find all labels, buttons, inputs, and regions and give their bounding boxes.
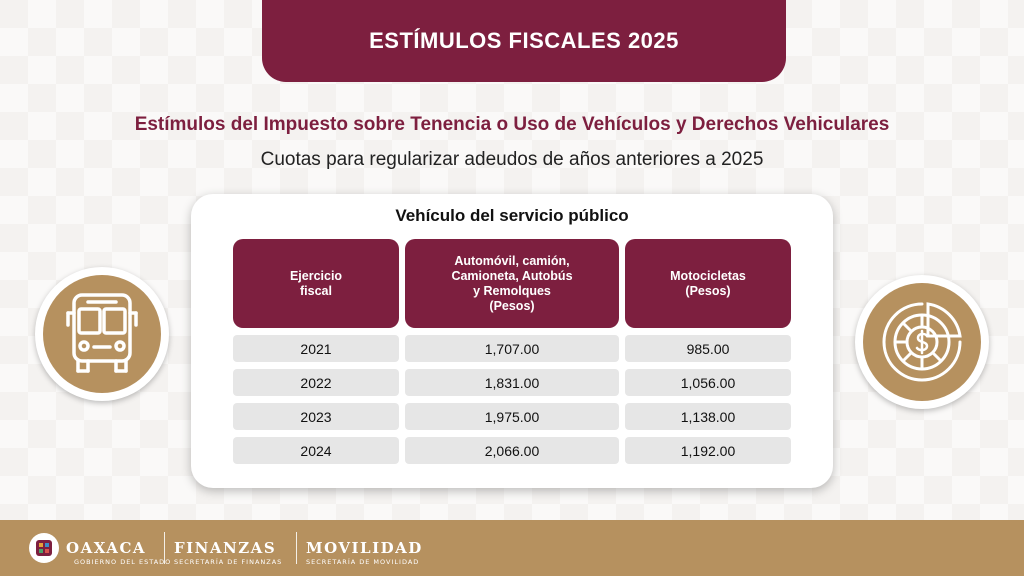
table-cell-vehicle-fee: 2,066.00 <box>405 437 619 464</box>
table-title: Vehículo del servicio público <box>395 206 629 225</box>
table-cell-motorcycle-fee: 1,192.00 <box>625 437 791 464</box>
column-header-year-line: fiscal <box>300 283 332 298</box>
table-cell-year: 2021 <box>233 335 399 362</box>
description: Cuotas para regularizar adeudos de años … <box>260 149 764 170</box>
oaxaca-logo-icon <box>29 533 59 563</box>
money-badge-inner <box>863 283 981 401</box>
table-cell-vehicle-fee: 1,707.00 <box>405 335 619 362</box>
column-header-vehicles-line: Camioneta, Autobús <box>451 268 573 283</box>
movilidad-subtitle: SECRETARÍA DE MOVILIDAD <box>306 558 420 566</box>
table-cell-vehicle-fee: 1,975.00 <box>405 403 619 430</box>
column-header-vehicles-line: Automóvil, camión, <box>454 253 570 268</box>
table-cell-vehicle-fee: 1,831.00 <box>405 369 619 396</box>
column-header-year-line: Ejercicio <box>289 268 343 283</box>
bus-badge-inner <box>43 275 161 393</box>
bus-badge <box>35 267 169 401</box>
header-banner: ESTÍMULOS FISCALES 2025 <box>262 0 786 82</box>
column-header-motorcycles: Motocicletas (Pesos) <box>625 239 791 328</box>
bus-icon <box>66 293 138 373</box>
finanzas-wordmark: FINANZAS <box>174 539 277 557</box>
column-header-vehicles-line: y Remolques <box>473 283 551 298</box>
footer-divider <box>164 532 165 564</box>
table-card: Vehículo del servicio público Ejercicio … <box>191 194 833 488</box>
table-cell-year: 2023 <box>233 403 399 430</box>
finanzas-subtitle: SECRETARÍA DE FINANZAS <box>174 558 283 566</box>
table-cell-year: 2024 <box>233 437 399 464</box>
table-cell-year: 2022 <box>233 369 399 396</box>
table-cell-motorcycle-fee: 1,138.00 <box>625 403 791 430</box>
column-header-vehicles: Automóvil, camión, Camioneta, Autobús y … <box>405 239 619 328</box>
money-chart-icon <box>882 302 962 382</box>
column-header-motorcycles-line: (Pesos) <box>685 283 731 298</box>
column-header-motorcycles-line: Motocicletas <box>670 268 746 283</box>
oaxaca-wordmark: OAXACA <box>66 539 147 557</box>
subtitle: Estímulos del Impuesto sobre Tenencia o … <box>134 114 890 135</box>
table-cell-motorcycle-fee: 1,056.00 <box>625 369 791 396</box>
footer-divider <box>296 532 297 564</box>
column-header-vehicles-line: (Pesos) <box>489 298 535 313</box>
footer-bar: OAXACA GOBIERNO DEL ESTADO FINANZAS SECR… <box>0 520 1024 576</box>
money-badge <box>855 275 989 409</box>
page-title: ESTÍMULOS FISCALES 2025 <box>369 28 679 53</box>
oaxaca-subtitle: GOBIERNO DEL ESTADO <box>74 558 172 566</box>
table-cell-motorcycle-fee: 985.00 <box>625 335 791 362</box>
movilidad-wordmark: MOVILIDAD <box>306 539 423 557</box>
column-header-year: Ejercicio fiscal <box>233 239 399 328</box>
